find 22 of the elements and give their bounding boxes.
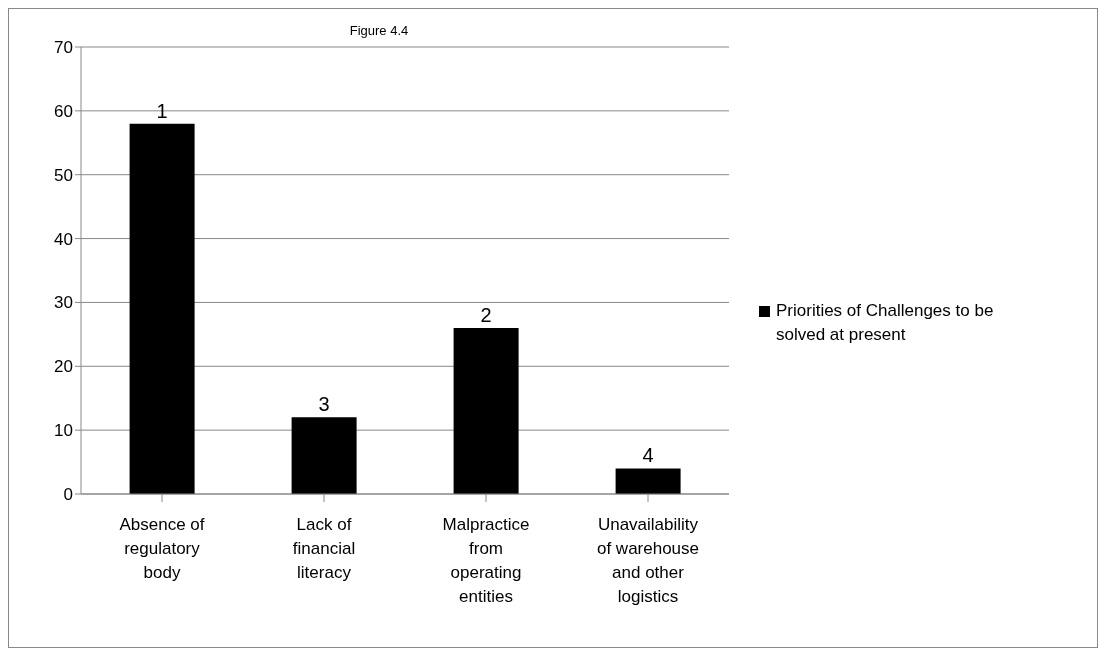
annotation: 3 <box>318 393 330 416</box>
x-tick-label: Malpractice from operating entities <box>442 515 530 606</box>
bar <box>291 417 357 494</box>
annotation: 4 <box>642 444 654 467</box>
annotation: 1 <box>156 99 168 122</box>
y-tick-label: 30 <box>54 293 73 313</box>
y-tick-label: 60 <box>54 101 73 121</box>
legend-label: Priorities of Challenges to be solved at present <box>776 300 995 346</box>
y-tick-label: 70 <box>54 38 73 58</box>
y-tick-label: 50 <box>54 165 73 185</box>
y-tick-label: 40 <box>54 229 73 249</box>
x-tick-label: Unavailability of warehouse and other logistics <box>596 515 700 606</box>
x-tick-label: Absence of regulatory body <box>119 515 205 582</box>
bar <box>615 468 681 494</box>
chart-title: Figure 4.4 <box>348 23 410 38</box>
y-tick-label: 0 <box>63 485 73 505</box>
annotation: 2 <box>480 303 492 326</box>
bar <box>129 123 195 494</box>
y-tick-label: 10 <box>54 421 73 441</box>
y-tick-label: 20 <box>54 357 73 377</box>
bar <box>453 327 519 494</box>
x-tick-label: Lack of financial literacy <box>292 515 356 582</box>
